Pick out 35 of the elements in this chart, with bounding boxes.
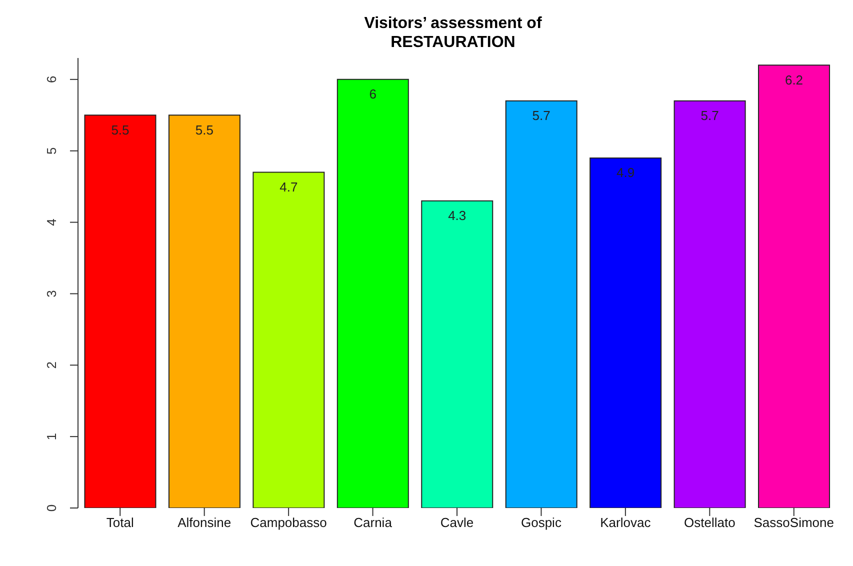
- y-tick-label: 3: [44, 290, 59, 298]
- x-tick-label: Cavle: [440, 515, 474, 530]
- bar: [758, 64, 830, 508]
- data-label: 4.3: [448, 208, 466, 224]
- data-label: 6.2: [784, 72, 804, 88]
- x-tick-label: Alfonsine: [178, 515, 232, 530]
- bar: [505, 100, 578, 508]
- data-label: 5.5: [111, 122, 130, 138]
- data-label: 4.9: [616, 165, 635, 180]
- bar: [84, 114, 156, 508]
- bar: [590, 158, 662, 508]
- data-label: 5.5: [195, 122, 214, 138]
- data-label: 6: [369, 86, 377, 102]
- y-tick-label: 5: [44, 147, 59, 154]
- y-tick-label: 6: [44, 76, 59, 84]
- y-tick-label: 2: [44, 362, 59, 369]
- bar: [421, 200, 494, 508]
- bar: [252, 172, 325, 508]
- y-tick-label: 1: [44, 432, 59, 440]
- y-tick-label: 4: [44, 218, 59, 226]
- x-tick-label: Karlovac: [600, 515, 652, 530]
- x-tick-label: SassoSimone: [754, 515, 834, 530]
- data-label: 5.7: [532, 108, 550, 124]
- data-label: 4.7: [280, 180, 298, 195]
- x-tick-label: Carnia: [354, 515, 393, 530]
- x-tick-label: Ostellato: [684, 515, 736, 530]
- chart-title: Visitors’ assessment of RESTAURATION: [363, 14, 543, 52]
- x-tick-label: Total: [106, 515, 134, 530]
- bar: [168, 114, 240, 508]
- bar: [336, 78, 409, 508]
- y-tick-label: 0: [44, 504, 59, 512]
- x-tick-label: Gospic: [520, 515, 562, 530]
- data-label: 5.7: [700, 108, 719, 124]
- x-tick-label: Campobasso: [250, 515, 327, 530]
- bar: [674, 100, 746, 508]
